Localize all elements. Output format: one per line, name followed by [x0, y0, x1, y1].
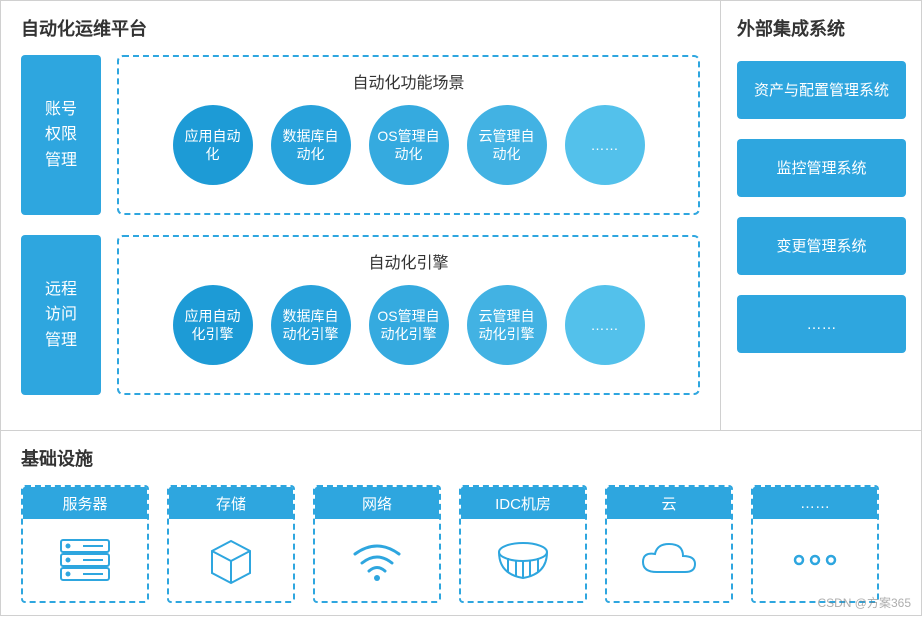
circle-node: 数据库自动化引擎	[271, 285, 351, 365]
dots-icon	[753, 519, 877, 601]
external-region: 外部集成系统 资产与配置管理系统 监控管理系统 变更管理系统 ……	[721, 1, 922, 431]
platform-right-col: 自动化功能场景 应用自动化 数据库自动化 OS管理自动化 云管理自动化 …… 自…	[117, 55, 700, 395]
external-item: 监控管理系统	[737, 139, 906, 197]
infra-card-idc: IDC机房	[459, 485, 587, 603]
infra-card-label: ……	[753, 487, 877, 519]
external-item: ……	[737, 295, 906, 353]
circle-node: ……	[565, 105, 645, 185]
infra-title: 基础设施	[21, 445, 903, 471]
external-item: 资产与配置管理系统	[737, 61, 906, 119]
group-scenarios-title: 自动化功能场景	[352, 69, 464, 93]
external-title: 外部集成系统	[737, 15, 906, 41]
circle-node: ……	[565, 285, 645, 365]
circle-node: 云管理自动化	[467, 105, 547, 185]
platform-left-col: 账号 权限 管理 远程 访问 管理	[21, 55, 101, 395]
infra-card-cloud: 云	[605, 485, 733, 603]
infra-card-network: 网络	[313, 485, 441, 603]
circle-node: 数据库自动化	[271, 105, 351, 185]
infra-card-label: IDC机房	[461, 487, 585, 519]
infra-card-more: ……	[751, 485, 879, 603]
infra-card-server: 服务器	[21, 485, 149, 603]
platform-title: 自动化运维平台	[21, 15, 700, 41]
platform-region: 自动化运维平台 账号 权限 管理 远程 访问 管理 自动化功能场景 应用自动化 …	[1, 1, 721, 431]
group-engine-row: 应用自动化引擎 数据库自动化引擎 OS管理自动化引擎 云管理自动化引擎 ……	[173, 285, 645, 365]
infra-region: 基础设施 服务器 存储	[1, 431, 923, 617]
external-item: 变更管理系统	[737, 217, 906, 275]
idc-icon	[461, 519, 585, 601]
circle-node: 云管理自动化引擎	[467, 285, 547, 365]
server-icon	[23, 519, 147, 601]
infra-card-storage: 存储	[167, 485, 295, 603]
circle-node: OS管理自动化引擎	[369, 285, 449, 365]
wifi-icon	[315, 519, 439, 601]
cloud-icon	[607, 519, 731, 601]
group-engine: 自动化引擎 应用自动化引擎 数据库自动化引擎 OS管理自动化引擎 云管理自动化引…	[117, 235, 700, 395]
infra-card-label: 网络	[315, 487, 439, 519]
infra-card-label: 服务器	[23, 487, 147, 519]
circle-node: OS管理自动化	[369, 105, 449, 185]
infra-card-label: 存储	[169, 487, 293, 519]
external-list: 资产与配置管理系统 监控管理系统 变更管理系统 ……	[737, 61, 906, 353]
infra-row: 服务器 存储 网络	[21, 485, 903, 603]
watermark: CSDN @方案365	[817, 594, 911, 611]
platform-body: 账号 权限 管理 远程 访问 管理 自动化功能场景 应用自动化 数据库自动化 O…	[21, 55, 700, 395]
storage-icon	[169, 519, 293, 601]
left-box-remote: 远程 访问 管理	[21, 235, 101, 395]
left-box-account: 账号 权限 管理	[21, 55, 101, 215]
circle-node: 应用自动化引擎	[173, 285, 253, 365]
group-scenarios: 自动化功能场景 应用自动化 数据库自动化 OS管理自动化 云管理自动化 ……	[117, 55, 700, 215]
infra-card-label: 云	[607, 487, 731, 519]
group-scenarios-row: 应用自动化 数据库自动化 OS管理自动化 云管理自动化 ……	[173, 105, 645, 185]
circle-node: 应用自动化	[173, 105, 253, 185]
group-engine-title: 自动化引擎	[368, 249, 448, 273]
diagram-root: 自动化运维平台 账号 权限 管理 远程 访问 管理 自动化功能场景 应用自动化 …	[0, 0, 922, 616]
